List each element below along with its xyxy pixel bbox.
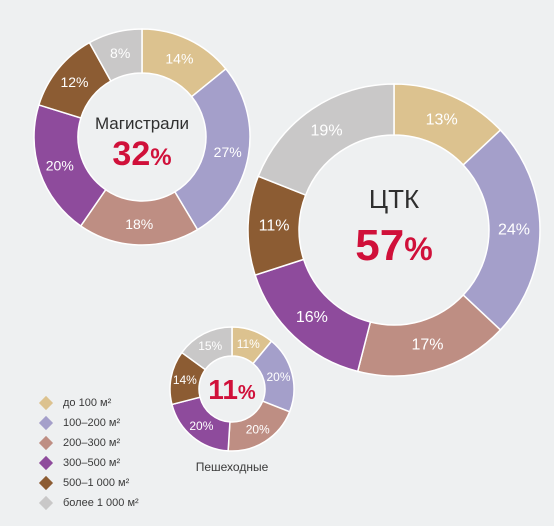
slice-label: 14% [165,50,193,66]
legend-item: 200–300 м² [38,434,139,452]
slice-label: 11% [237,337,260,351]
legend-swatch [38,395,54,411]
center-value: 11% [208,374,256,405]
slice-label: 17% [411,337,443,354]
slice-label: 27% [214,144,242,160]
legend-item: 300–500 м² [38,454,139,472]
slice-label: 13% [426,111,458,128]
slice-label: 16% [296,309,328,326]
slice-label: 20% [266,370,290,384]
slice-label: 20% [246,423,270,437]
legend-swatch [38,435,54,451]
slice-label: 24% [498,222,530,239]
slice-label: 11% [259,218,290,235]
legend-label: 100–200 м² [63,417,121,429]
slice-label: 20% [189,419,213,433]
slice-label: 20% [46,157,74,173]
slice-label: 8% [110,45,130,61]
legend-item: до 100 м² [38,394,139,412]
legend-swatch [38,495,54,511]
legend-swatch [38,475,54,491]
legend-label: более 1 000 м² [63,497,139,509]
center-title: ЦТК [369,184,419,214]
donut-slice [257,83,395,197]
legend-label: 200–300 м² [63,437,121,449]
slice-label: 18% [125,216,153,232]
legend-label: до 100 м² [63,397,112,409]
donut-slice [88,28,143,83]
chart-caption: Пешеходные [196,460,269,474]
legend-item: 500–1 000 м² [38,474,139,492]
legend-label: 500–1 000 м² [63,477,130,489]
donut-slice [180,326,233,371]
legend-swatch [38,455,54,471]
donut-slice [173,67,251,231]
slice-label: 15% [198,339,222,353]
center-value: 57% [355,221,432,270]
slice-label: 12% [60,74,88,90]
legend-swatch [38,415,54,431]
legend-item: более 1 000 м² [38,494,139,512]
slice-label: 14% [173,373,197,387]
legend: до 100 м² 100–200 м² 200–300 м² 300–500 … [38,394,139,514]
legend-label: 300–500 м² [63,457,121,469]
slice-label: 19% [311,122,343,139]
center-title: Магистрали [95,114,189,133]
legend-item: 100–200 м² [38,414,139,432]
center-value: 32% [112,135,171,173]
